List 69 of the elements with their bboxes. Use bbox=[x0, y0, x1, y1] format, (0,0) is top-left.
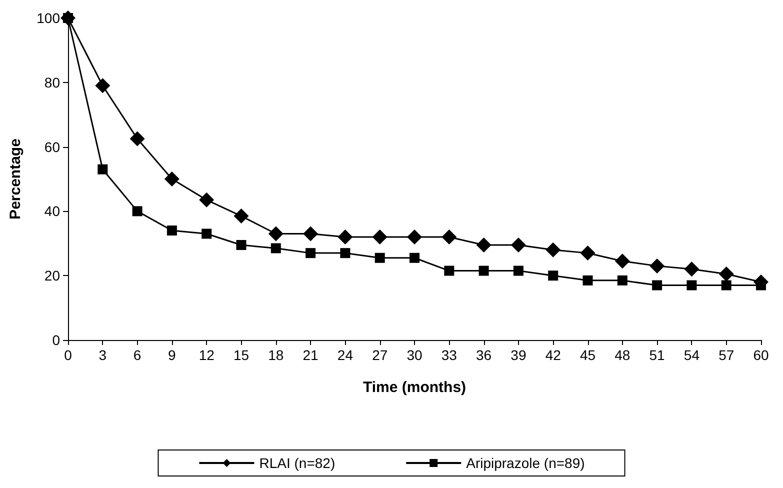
x-tick-label: 60 bbox=[753, 347, 769, 363]
x-tick-label: 51 bbox=[649, 347, 666, 363]
point bbox=[164, 172, 180, 186]
x-tick-label: 57 bbox=[718, 347, 734, 363]
x-tick-label: 36 bbox=[476, 347, 492, 363]
point bbox=[686, 280, 697, 290]
x-tick-label: 3 bbox=[98, 347, 107, 363]
point bbox=[234, 208, 249, 224]
x-tick-label: 18 bbox=[268, 347, 284, 363]
point bbox=[721, 280, 732, 290]
y-tick-label: 80 bbox=[44, 74, 60, 90]
x-tick-label: 54 bbox=[684, 347, 700, 363]
x-tick-label: 42 bbox=[545, 347, 562, 363]
x-tick-label: 33 bbox=[441, 347, 458, 363]
point bbox=[372, 229, 388, 244]
point bbox=[580, 246, 596, 261]
point bbox=[442, 229, 457, 244]
point bbox=[407, 229, 422, 244]
point bbox=[513, 266, 524, 276]
point bbox=[236, 240, 246, 250]
point bbox=[476, 238, 492, 253]
x-tick-label: 0 bbox=[64, 347, 72, 363]
point bbox=[582, 275, 593, 286]
x-axis-title: Time (months) bbox=[362, 379, 466, 396]
point bbox=[614, 254, 630, 269]
point bbox=[652, 280, 662, 290]
point bbox=[199, 192, 214, 208]
y-axis-title: Percentage bbox=[7, 138, 24, 220]
y-tick-label: 40 bbox=[44, 203, 60, 220]
point bbox=[306, 248, 316, 258]
x-tick-label: 27 bbox=[372, 347, 388, 363]
point bbox=[410, 252, 420, 263]
point bbox=[338, 229, 353, 244]
point bbox=[303, 226, 318, 242]
point bbox=[374, 252, 385, 263]
y-tick-label: 100 bbox=[36, 10, 60, 26]
point bbox=[510, 238, 526, 253]
point bbox=[340, 248, 350, 258]
legend-label: RLAI (n=82) bbox=[259, 455, 336, 471]
point bbox=[202, 228, 212, 239]
x-tick-label: 12 bbox=[198, 347, 215, 363]
y-tick-label: 0 bbox=[52, 332, 60, 348]
x-tick-label: 21 bbox=[302, 347, 319, 363]
point bbox=[270, 243, 281, 254]
x-tick-label: 45 bbox=[580, 347, 596, 363]
point bbox=[478, 266, 489, 276]
point bbox=[132, 206, 142, 216]
point bbox=[130, 131, 145, 146]
point bbox=[95, 78, 110, 94]
point bbox=[650, 258, 665, 274]
point bbox=[546, 242, 561, 258]
legend-label: Aripiprazole (n=89) bbox=[466, 455, 585, 471]
x-tick-label: 6 bbox=[133, 347, 142, 363]
point bbox=[548, 270, 558, 281]
point bbox=[684, 262, 700, 277]
x-tick-label: 9 bbox=[168, 347, 176, 363]
point bbox=[166, 226, 177, 236]
x-tick-label: 48 bbox=[614, 347, 630, 363]
y-tick-label: 60 bbox=[44, 138, 60, 155]
y-tick-label: 20 bbox=[44, 268, 60, 284]
point bbox=[718, 266, 734, 282]
x-tick-label: 39 bbox=[510, 347, 526, 363]
point bbox=[444, 266, 454, 276]
x-tick-label: 30 bbox=[406, 347, 422, 363]
point bbox=[617, 275, 628, 286]
point bbox=[268, 226, 284, 242]
point bbox=[98, 164, 108, 174]
x-tick-label: 24 bbox=[337, 347, 354, 363]
x-tick-label: 15 bbox=[233, 347, 250, 363]
